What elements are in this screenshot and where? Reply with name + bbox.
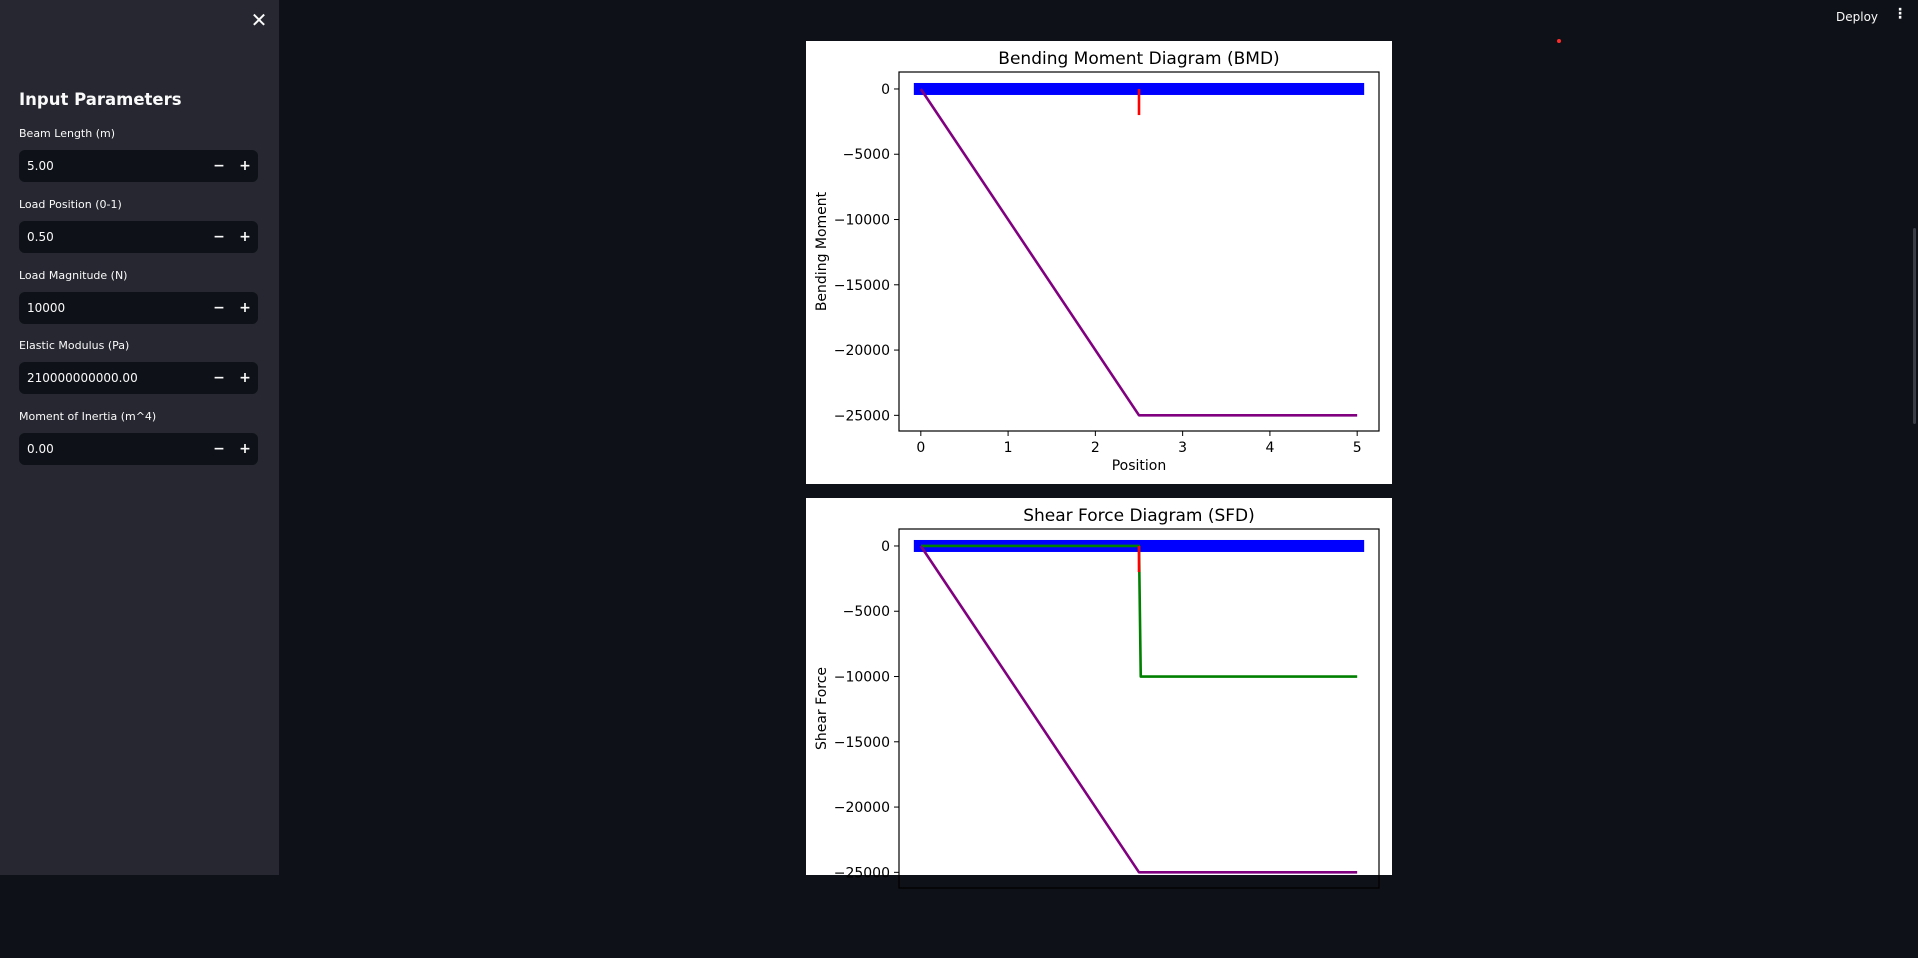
y-tick-label: −5000 [843,604,890,620]
x-tick-label: 2 [1091,440,1100,456]
main-menu-button[interactable]: ⋮ [1893,6,1907,26]
y-tick-label: −15000 [834,735,890,751]
deploy-button[interactable]: Deploy [1836,10,1879,24]
load-magnitude-input[interactable] [19,291,206,325]
y-tick-label: −20000 [834,343,890,359]
load-position-input[interactable] [19,220,206,254]
load-position-increment-button[interactable]: + [239,229,251,245]
moment-of-inertia-field: Moment of Inertia (m^4) − + [19,409,258,466]
status-indicator [1557,39,1561,43]
beam-length-stepper: − + [19,149,258,183]
elastic-modulus-input[interactable] [19,361,206,395]
moment-of-inertia-stepper: − + [19,432,258,466]
load-magnitude-decrement-button[interactable]: − [213,300,225,316]
sfd-chart-svg: Shear Force Diagram (SFD) 0 −5000 −10000 −15… [814,506,1380,889]
y-tick-label: −25000 [834,865,890,881]
beam-length-input[interactable] [19,149,206,183]
moment-of-inertia-increment-button[interactable]: + [239,441,251,457]
beam-length-increment-button[interactable]: + [239,158,251,174]
beam-length-field: Beam Length (m) − + [19,126,258,183]
plot-frame [898,71,1380,432]
vertical-ellipsis-icon: ⋮ [1893,6,1907,22]
elastic-modulus-increment-button[interactable]: + [239,370,251,386]
x-axis-label: Position [1112,458,1167,474]
load-position-stepper: − + [19,220,258,254]
elastic-modulus-label: Elastic Modulus (Pa) [19,339,130,352]
x-tick-label: 1 [1004,440,1013,456]
series-line-0 [919,88,1358,417]
load-magnitude-label: Load Magnitude (N) [19,269,128,282]
x-tick-label: 4 [1265,440,1274,456]
y-tick-label: 0 [881,539,890,555]
load-position-field: Load Position (0-1) − + [19,197,258,254]
elastic-modulus-decrement-button[interactable]: − [213,370,225,386]
close-icon: ✕ [250,8,268,32]
x-tick-label: 5 [1353,440,1362,456]
sfd-chart: Shear Force Diagram (SFD) 0 −5000 −10000 −15… [806,498,1392,889]
y-tick-label: −5000 [843,147,890,163]
load-magnitude-increment-button[interactable]: + [239,300,251,316]
moment-of-inertia-label: Moment of Inertia (m^4) [19,410,157,423]
y-tick-label: −10000 [834,670,890,686]
load-magnitude-stepper: − + [19,291,258,325]
sidebar: ✕ Input Parameters Beam Length (m) − + L… [0,0,279,875]
bmd-chart: Bending Moment Diagram (BMD) 0 −5000 −10000… [806,41,1392,484]
series-line-0 [920,544,1358,678]
y-tick-label: −10000 [834,213,890,229]
series-line-1 [919,545,1358,874]
x-tick-label: 3 [1178,440,1187,456]
x-tick-label: 0 [916,440,925,456]
y-tick-label: 0 [881,82,890,98]
y-tick-label: −25000 [834,408,890,424]
y-tick-label: −15000 [834,278,890,294]
bmd-chart-svg: Bending Moment Diagram (BMD) 0 −5000 −10000… [814,49,1380,474]
elastic-modulus-stepper: − + [19,361,258,395]
scrollbar-thumb[interactable] [1913,228,1916,424]
close-sidebar-button[interactable]: ✕ [247,8,271,32]
y-tick-label: −20000 [834,800,890,816]
y-axis-label: Shear Force [814,667,830,750]
sidebar-title: Input Parameters [19,90,182,109]
moment-of-inertia-decrement-button[interactable]: − [213,441,225,457]
load-position-label: Load Position (0-1) [19,198,122,211]
load-magnitude-field: Load Magnitude (N) − + [19,268,258,325]
chart-title: Bending Moment Diagram (BMD) [998,49,1279,69]
load-position-decrement-button[interactable]: − [213,229,225,245]
beam-length-label: Beam Length (m) [19,127,116,140]
beam-length-decrement-button[interactable]: − [213,158,225,174]
moment-of-inertia-input[interactable] [19,432,206,466]
elastic-modulus-field: Elastic Modulus (Pa) − + [19,338,258,395]
chart-title: Shear Force Diagram (SFD) [1023,506,1255,526]
y-axis-label: Bending Moment [814,191,830,311]
